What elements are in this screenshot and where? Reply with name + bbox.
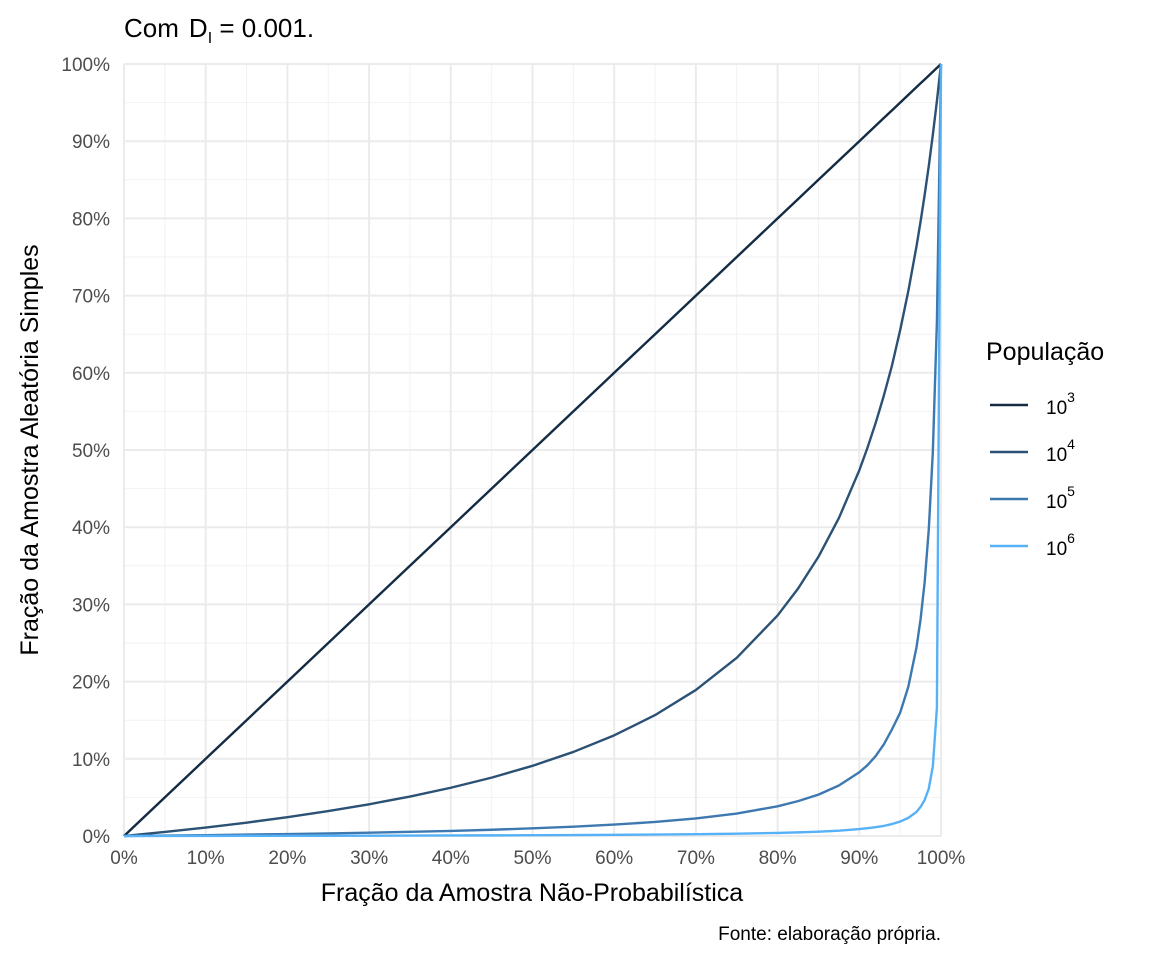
- y-tick-label: 60%: [72, 364, 110, 385]
- x-tick-label: 0%: [110, 848, 138, 869]
- x-tick-label: 10%: [187, 848, 225, 869]
- legend-entries: 103 104 105 106: [990, 389, 1075, 560]
- x-tick-label: 100%: [917, 848, 966, 869]
- x-axis-title: Fração da Amostra Não-Probabilística: [321, 879, 744, 907]
- y-tick-label: 80%: [72, 209, 110, 230]
- x-tick-label: 50%: [513, 848, 551, 869]
- y-tick-label: 0%: [83, 827, 111, 848]
- x-tick-label: 70%: [677, 848, 715, 869]
- legend-label-4: 106: [1046, 530, 1075, 560]
- series-lines: [123, 63, 943, 838]
- y-tick-label: 10%: [72, 750, 110, 771]
- legend-label-1: 103: [1046, 389, 1075, 419]
- y-tick-label: 40%: [72, 518, 110, 539]
- x-tick-label: 80%: [759, 848, 797, 869]
- y-tick-label: 70%: [72, 287, 110, 308]
- chart-title: Com DI = 0.001.: [124, 13, 314, 47]
- series-line-2: [123, 63, 943, 838]
- x-tick-labels: 0% 10% 20% 30% 40% 50% 60% 70% 80% 90% 100%: [110, 848, 965, 869]
- legend-label-2: 104: [1046, 436, 1075, 466]
- legend-label-3: 105: [1046, 483, 1075, 513]
- series-line-4: [123, 63, 943, 838]
- x-tick-label: 40%: [432, 848, 470, 869]
- series-line-3: [123, 63, 943, 838]
- legend-title: População: [986, 338, 1104, 366]
- caption: Fonte: elaboração própria.: [718, 924, 941, 945]
- title-suffix: = 0.001.: [212, 13, 314, 43]
- y-axis-title: Fração da Amostra Aleatória Simples: [16, 244, 44, 655]
- title-symbol: D: [189, 13, 208, 43]
- x-tick-label: 90%: [840, 848, 878, 869]
- y-tick-labels: 0% 10% 20% 30% 40% 50% 60% 70% 80% 90% 100%: [61, 55, 110, 848]
- y-tick-label: 100%: [61, 55, 110, 76]
- title-subscript: I: [208, 30, 212, 47]
- title-prefix: Com: [124, 13, 179, 43]
- y-tick-label: 50%: [72, 441, 110, 462]
- y-tick-label: 90%: [72, 132, 110, 153]
- series-line-1: [123, 63, 942, 837]
- x-tick-label: 20%: [268, 848, 306, 869]
- legend: População 103 104 105 106: [986, 338, 1104, 560]
- x-tick-label: 30%: [350, 848, 388, 869]
- x-tick-label: 60%: [595, 848, 633, 869]
- y-tick-label: 30%: [72, 595, 110, 616]
- y-tick-label: 20%: [72, 673, 110, 694]
